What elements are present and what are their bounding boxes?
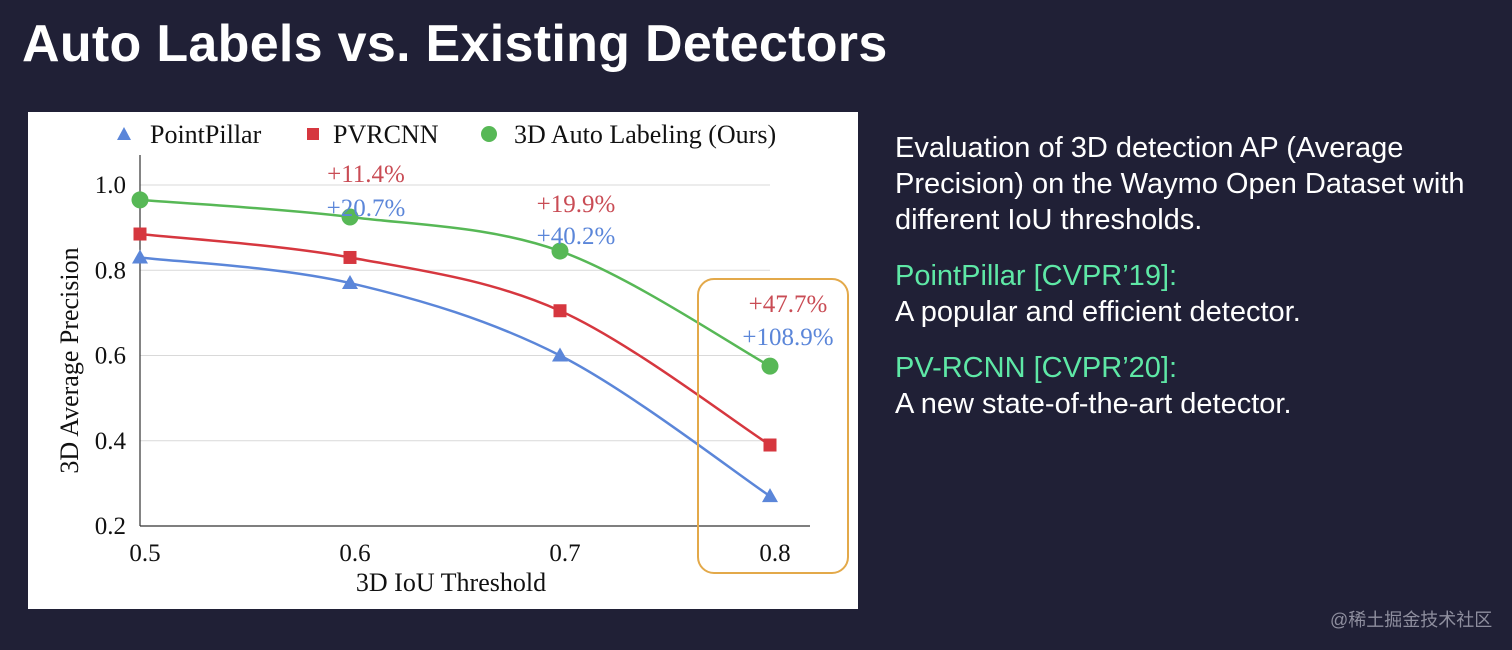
line-chart: 0.2 0.4 0.6 0.8 1.0 0.5 0.6 0.7 0.8 3D IoU Thresh…: [55, 120, 849, 597]
y-tick-label: 0.4: [95, 428, 127, 455]
x-tick-label: 0.6: [339, 540, 370, 567]
legend-label-3d-auto-labeling-ours: 3D Auto Labeling (Ours): [514, 120, 776, 149]
detector-text: A popular and efficient detector.: [895, 296, 1301, 328]
detector-text: A new state-of-the-art detector.: [895, 388, 1292, 420]
slide-title: Auto Labels vs. Existing Detectors: [22, 15, 888, 73]
legend-marker-pointpillar: [117, 127, 131, 140]
x-axis-label: 3D IoU Threshold: [356, 568, 546, 597]
data-point-3d-auto-labeling-ours: [761, 357, 779, 375]
x-tick-label: 0.7: [549, 540, 580, 567]
y-tick-label: 1.0: [95, 172, 126, 199]
description-intro: Evaluation of 3D detection AP (Average P…: [895, 132, 1465, 236]
gain-annotation: +19.9%: [537, 191, 616, 218]
data-point-pvrcnn: [133, 227, 147, 241]
description-panel: Evaluation of 3D detection AP (Average P…: [895, 130, 1465, 442]
y-tick-label: 0.8: [95, 257, 126, 284]
chart-panel: 0.2 0.4 0.6 0.8 1.0 0.5 0.6 0.7 0.8 3D IoU Thresh…: [28, 112, 858, 609]
legend-label-pvrcnn: PVRCNN: [333, 120, 439, 149]
legend-marker-pvrcnn: [307, 128, 319, 140]
data-point-pvrcnn: [343, 250, 357, 264]
legend-label-pointpillar: PointPillar: [150, 120, 262, 149]
data-point-pvrcnn: [553, 304, 567, 318]
data-point-pvrcnn: [763, 438, 777, 452]
x-tick-label: 0.8: [759, 540, 790, 567]
highlight-box: [697, 278, 849, 574]
gain-annotation: +20.7%: [327, 195, 406, 222]
y-axis-label: 3D Average Precision: [55, 247, 84, 473]
series-line-pvrcnn: [139, 232, 771, 447]
detector-heading: PV-RCNN [CVPR’20]:: [895, 352, 1178, 384]
gain-annotation: +40.2%: [537, 223, 616, 250]
gain-annotation: +11.4%: [327, 161, 405, 188]
data-point-pointpillar: [132, 249, 148, 264]
detector-pointpillar: PointPillar [CVPR’19]: A popular and eff…: [895, 258, 1465, 330]
y-tick-label: 0.6: [95, 343, 126, 370]
data-point-3d-auto-labeling-ours: [341, 208, 359, 226]
gain-annotation: +47.7%: [749, 291, 828, 318]
series-line-pointpillar: [139, 256, 771, 498]
detector-heading: PointPillar [CVPR’19]:: [895, 260, 1178, 292]
y-tick-label: 0.2: [95, 513, 126, 540]
watermark: @稀土掘金技术社区: [1330, 610, 1493, 630]
data-point-3d-auto-labeling-ours: [551, 242, 569, 260]
legend-marker-3d-auto-labeling-ours: [481, 126, 497, 142]
data-point-pointpillar: [762, 488, 778, 503]
gain-annotation: +108.9%: [742, 324, 833, 351]
data-point-pointpillar: [552, 347, 568, 362]
series-line-3d-auto-labeling-ours: [139, 198, 771, 368]
detector-pvrcnn: PV-RCNN [CVPR’20]: A new state-of-the-ar…: [895, 350, 1465, 422]
data-point-pointpillar: [342, 275, 358, 290]
data-point-3d-auto-labeling-ours: [131, 191, 149, 209]
x-tick-label: 0.5: [129, 540, 160, 567]
